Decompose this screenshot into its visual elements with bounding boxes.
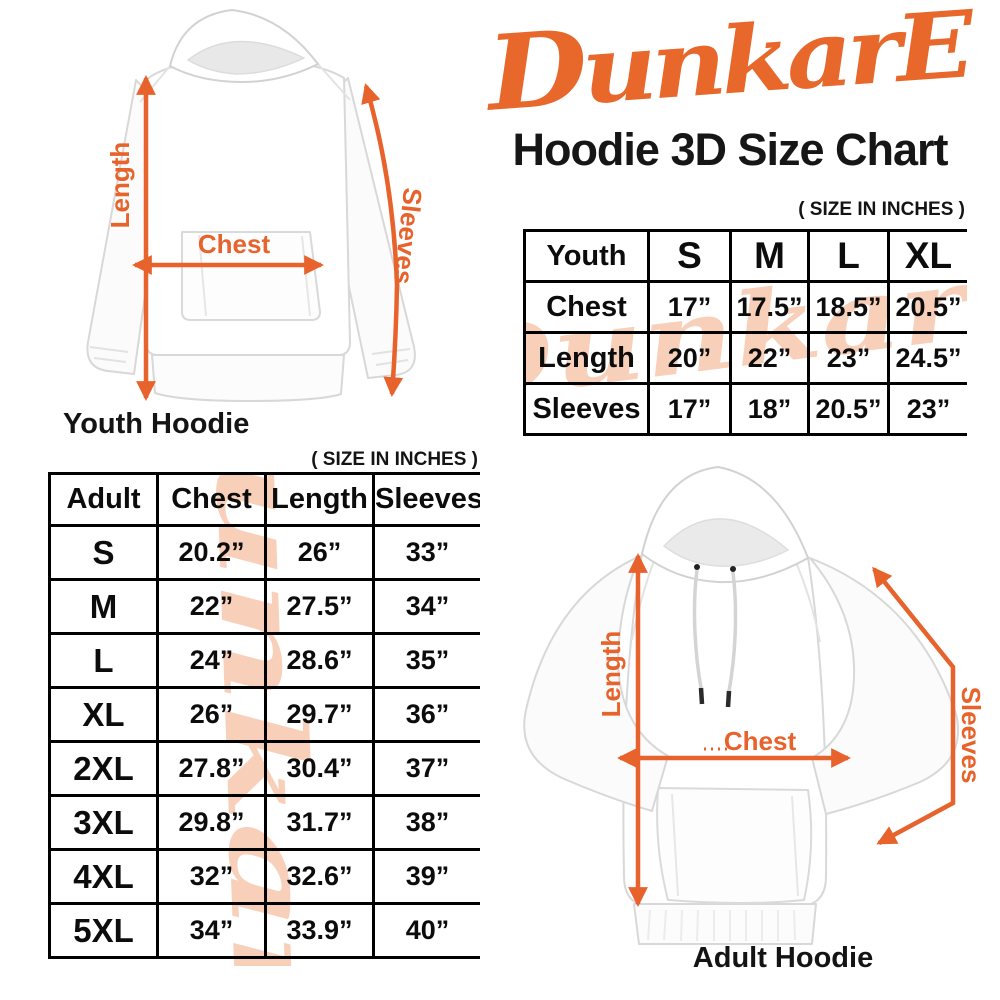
adult-row-label: XL [48, 686, 159, 743]
adult-cell: 20.2” [156, 524, 267, 581]
youth-cell: 23” [807, 331, 890, 385]
adult-row-label: L [48, 632, 159, 689]
adult-header-cell: Adult [48, 472, 159, 527]
youth-cell: 22” [729, 331, 810, 385]
youth-cell: 20” [647, 331, 732, 385]
page-title: Hoodie 3D Size Chart [512, 124, 948, 175]
adult-cell: 31.7” [264, 794, 375, 851]
adult-header-cell: Sleeves [372, 472, 480, 527]
youth-cell: 17.5” [729, 280, 810, 334]
youth-cell: 20.5” [807, 382, 890, 436]
youth-hoodie-diagram: Length Chest Sleeves [86, 9, 428, 402]
adult-cell: 27.5” [264, 578, 375, 635]
adult-cell: 27.8” [156, 740, 267, 797]
adult-cell: 26” [264, 524, 375, 581]
adult-cell: 29.8” [156, 794, 267, 851]
adult-diagram-caption: Adult Hoodie [692, 942, 874, 974]
youth-row-label: Length [523, 331, 650, 385]
youth-row-label: Chest [523, 280, 650, 334]
youth-cell: 24.5” [887, 331, 967, 385]
adult-cell: 33.9” [264, 902, 375, 959]
adult-hoodie-art [523, 466, 960, 945]
youth-header-cell: XL [887, 229, 967, 283]
adult-cell: 34” [156, 902, 267, 959]
adult-row-label: 4XL [48, 848, 159, 905]
youth-cell: 20.5” [887, 280, 967, 334]
table-row: 4XL 32” 32.6” 39” [48, 848, 480, 905]
adult-cell: 29.7” [264, 686, 375, 743]
adult-cell: 24” [156, 632, 267, 689]
adult-cell: 40” [372, 902, 480, 959]
table-row: Sleeves 17” 18” 20.5” 23” [523, 382, 967, 436]
table-row: L 24” 28.6” 35” [48, 632, 480, 689]
table-row: XL 26” 29.7” 36” [48, 686, 480, 743]
adult-cell: 30.4” [264, 740, 375, 797]
youth-header-cell: Youth [523, 229, 650, 283]
youth-cell: 23” [887, 382, 967, 436]
youth-sleeves-arrow [361, 83, 404, 397]
adult-sleeves-label: Sleeves [956, 687, 986, 784]
adult-header-cell: Length [264, 472, 375, 527]
adult-size-table-wrap: Dunkare Adult Chest Length Sleeves S 20.… [48, 472, 480, 966]
adult-cell: 22” [156, 578, 267, 635]
adult-table-header-row: Adult Chest Length Sleeves [48, 472, 480, 527]
adult-cell: 36” [372, 686, 480, 743]
youth-size-table-wrap: Dunkare Youth S M L XL Chest 17” 17.5” 1… [523, 229, 967, 441]
adult-cell: 38” [372, 794, 480, 851]
youth-header-cell: S [647, 229, 732, 283]
adult-sleeves-arrow [872, 566, 956, 845]
youth-table-header-row: Youth S M L XL [523, 229, 967, 283]
youth-chest-label: Chest [198, 229, 271, 259]
adult-measure-arrows [617, 553, 956, 907]
table-row: 5XL 34” 33.9” 40” [48, 902, 480, 959]
table-row: Chest 17” 17.5” 18.5” 20.5” [523, 280, 967, 334]
adult-cell: 32.6” [264, 848, 375, 905]
adult-cell: 39” [372, 848, 480, 905]
adult-row-label: 3XL [48, 794, 159, 851]
adult-cell: 32” [156, 848, 267, 905]
adult-cell: 28.6” [264, 632, 375, 689]
youth-cell: 18.5” [807, 280, 890, 334]
table-row: 2XL 27.8” 30.4” 37” [48, 740, 480, 797]
adult-cell: 26” [156, 686, 267, 743]
youth-sleeves-label: Sleeves [388, 186, 428, 285]
adult-cell: 33” [372, 524, 480, 581]
youth-header-cell: L [807, 229, 890, 283]
adult-row-label: 5XL [48, 902, 159, 959]
adult-row-label: 2XL [48, 740, 159, 797]
youth-hoodie-art [86, 9, 416, 402]
youth-length-label: Length [105, 142, 135, 229]
adult-chest-label: Chest [724, 726, 797, 756]
adult-row-label: M [48, 578, 159, 635]
youth-measure-arrows [132, 75, 404, 401]
adult-cell: 37” [372, 740, 480, 797]
youth-header-cell: M [729, 229, 810, 283]
adult-cell: 34” [372, 578, 480, 635]
adult-header-cell: Chest [156, 472, 267, 527]
youth-cell: 17” [647, 280, 732, 334]
youth-row-label: Sleeves [523, 382, 650, 436]
youth-size-table: Youth S M L XL Chest 17” 17.5” 18.5” 20.… [523, 229, 967, 436]
adult-size-note: ( SIZE IN INCHES ) [311, 449, 478, 470]
adult-row-label: S [48, 524, 159, 581]
table-row: M 22” 27.5” 34” [48, 578, 480, 635]
youth-cell: 17” [647, 382, 732, 436]
youth-size-note: ( SIZE IN INCHES ) [798, 199, 965, 220]
adult-size-table: Adult Chest Length Sleeves S 20.2” 26” 3… [48, 472, 480, 959]
adult-length-label: Length [596, 631, 626, 718]
youth-diagram-caption: Youth Hoodie [63, 408, 250, 440]
table-row: Length 20” 22” 23” 24.5” [523, 331, 967, 385]
table-row: 3XL 29.8” 31.7” 38” [48, 794, 480, 851]
youth-cell: 18” [729, 382, 810, 436]
adult-cell: 35” [372, 632, 480, 689]
table-row: S 20.2” 26” 33” [48, 524, 480, 581]
adult-hoodie-diagram: Length Chest Sleeves [523, 466, 986, 945]
